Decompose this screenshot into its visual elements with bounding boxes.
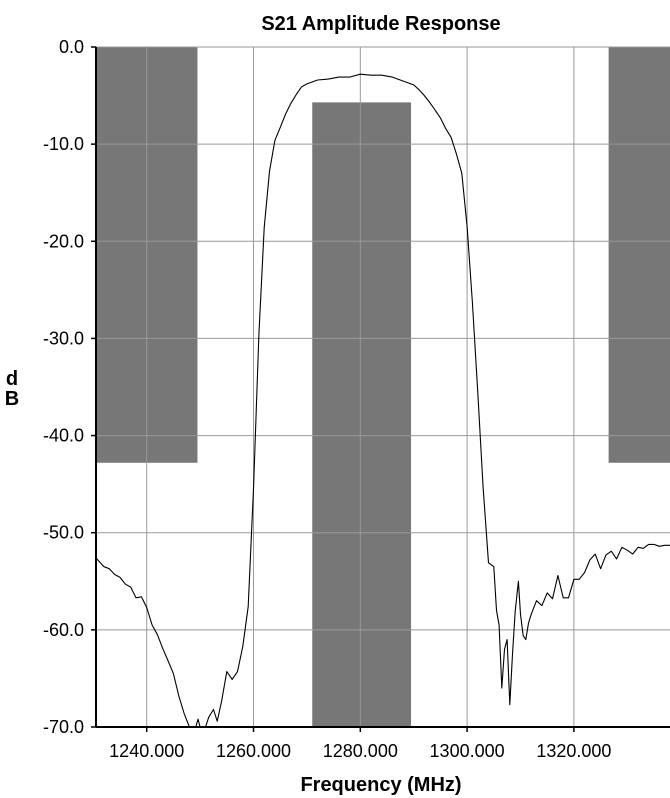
x-tick-label: 1320.000: [536, 741, 611, 761]
y-tick-labels: 0.0 -10.0 -20.0 -30.0 -40.0 -50.0 -60.0 -70.0: [43, 37, 84, 737]
mask-region-2: [312, 102, 412, 727]
y-tick-label: 0.0: [59, 37, 84, 57]
y-tick-label: -60.0: [43, 620, 84, 640]
axes: [91, 46, 670, 732]
y-tick-label: -40.0: [43, 426, 84, 446]
grid-lines: [96, 46, 670, 728]
y-tick-label: -20.0: [43, 231, 84, 251]
y-tick-label: -70.0: [43, 717, 84, 737]
x-tick-label: 1300.000: [430, 741, 505, 761]
x-tick-label: 1280.000: [323, 741, 398, 761]
mask-regions: [96, 47, 670, 727]
x-tick-label: 1240.000: [109, 741, 184, 761]
mask-region-3: [608, 47, 670, 463]
y-tick-label: -50.0: [43, 523, 84, 543]
x-tick-labels: 1240.000 1260.000 1280.000 1300.000 1320.000: [109, 741, 611, 761]
x-axis-label: Frequency (MHz): [300, 774, 461, 796]
x-tick-label: 1260.000: [216, 741, 291, 761]
chart-title: S21 Amplitude Response: [261, 13, 500, 35]
y-tick-label: -30.0: [43, 328, 84, 348]
y-tick-label: -10.0: [43, 134, 84, 154]
